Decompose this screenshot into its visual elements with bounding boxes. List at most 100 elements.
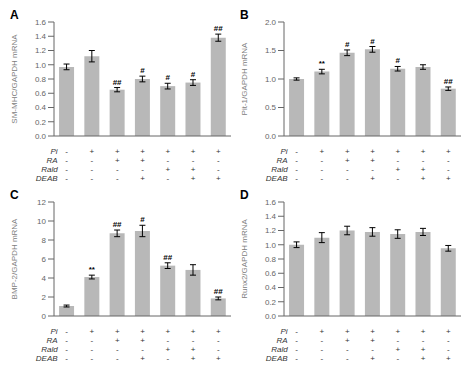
svg-text:+: + xyxy=(395,345,400,354)
svg-text:-: - xyxy=(217,336,220,345)
svg-text:0.8: 0.8 xyxy=(35,75,47,84)
svg-text:0.0: 0.0 xyxy=(265,132,277,141)
svg-text:-: - xyxy=(346,354,349,363)
svg-text:Rald: Rald xyxy=(41,165,58,174)
svg-text:2.0: 2.0 xyxy=(265,18,277,27)
svg-text:+: + xyxy=(140,174,145,183)
svg-text:+: + xyxy=(216,174,221,183)
svg-text:-: - xyxy=(422,336,425,345)
svg-text:+: + xyxy=(191,165,196,174)
svg-text:RA: RA xyxy=(277,156,288,165)
svg-text:-: - xyxy=(321,156,324,165)
svg-text:+: + xyxy=(140,156,145,165)
svg-text:-: - xyxy=(91,165,94,174)
svg-text:-: - xyxy=(91,156,94,165)
svg-text:Pi: Pi xyxy=(51,327,58,336)
svg-text:Pit-1/GAPDH mRNA: Pit-1/GAPDH mRNA xyxy=(240,42,249,116)
svg-text:+: + xyxy=(345,336,350,345)
svg-text:+: + xyxy=(115,156,120,165)
svg-text:Rald: Rald xyxy=(271,345,288,354)
svg-text:-: - xyxy=(371,345,374,354)
svg-text:+: + xyxy=(421,354,426,363)
svg-text:Rald: Rald xyxy=(41,345,58,354)
svg-text:-: - xyxy=(91,354,94,363)
svg-text:##: ## xyxy=(163,253,172,262)
svg-text:+: + xyxy=(115,336,120,345)
svg-text:-: - xyxy=(295,174,298,183)
svg-text:-: - xyxy=(346,345,349,354)
svg-text:**: ** xyxy=(89,265,96,274)
svg-text:#: # xyxy=(140,215,145,224)
svg-text:+: + xyxy=(446,147,451,156)
svg-text:+: + xyxy=(191,147,196,156)
svg-text:+: + xyxy=(216,147,221,156)
svg-text:-: - xyxy=(166,354,169,363)
svg-text:-: - xyxy=(192,156,195,165)
svg-text:-: - xyxy=(65,327,68,336)
svg-text:-: - xyxy=(396,174,399,183)
svg-text:+: + xyxy=(446,174,451,183)
svg-text:+: + xyxy=(421,345,426,354)
svg-text:-: - xyxy=(396,354,399,363)
svg-text:RA: RA xyxy=(47,336,58,345)
svg-text:0.6: 0.6 xyxy=(35,89,47,98)
svg-text:BMP-2/GAPDH mRNA: BMP-2/GAPDH mRNA xyxy=(10,218,19,300)
svg-text:1.0: 1.0 xyxy=(35,61,47,70)
svg-text:+: + xyxy=(421,327,426,336)
svg-text:SM-MHC/GAPDH mRNA: SM-MHC/GAPDH mRNA xyxy=(10,34,19,124)
svg-text:-: - xyxy=(166,156,169,165)
svg-text:-: - xyxy=(65,336,68,345)
svg-text:+: + xyxy=(370,336,375,345)
svg-text:+: + xyxy=(191,354,196,363)
svg-text:1.2: 1.2 xyxy=(265,226,277,235)
svg-text:0.2: 0.2 xyxy=(265,298,277,307)
svg-text:-: - xyxy=(295,327,298,336)
svg-text:Runx2/GAPDH mRNA: Runx2/GAPDH mRNA xyxy=(240,219,249,299)
svg-text:-: - xyxy=(321,336,324,345)
svg-text:-: - xyxy=(295,345,298,354)
svg-text:-: - xyxy=(141,345,144,354)
svg-text:#: # xyxy=(345,40,350,49)
svg-text:+: + xyxy=(370,174,375,183)
svg-text:-: - xyxy=(91,174,94,183)
svg-text:-: - xyxy=(295,147,298,156)
svg-text:+: + xyxy=(165,147,170,156)
svg-text:0.2: 0.2 xyxy=(35,118,47,127)
svg-text:8: 8 xyxy=(42,236,47,245)
svg-text:##: ## xyxy=(113,78,122,87)
svg-text:+: + xyxy=(165,345,170,354)
svg-text:-: - xyxy=(447,336,450,345)
svg-text:Rald: Rald xyxy=(271,165,288,174)
svg-text:##: ## xyxy=(214,287,223,296)
svg-text:#: # xyxy=(370,37,375,46)
svg-text:DEAB: DEAB xyxy=(266,354,288,363)
svg-text:-: - xyxy=(65,165,68,174)
svg-text:-: - xyxy=(447,165,450,174)
svg-text:0.0: 0.0 xyxy=(35,132,47,141)
svg-text:+: + xyxy=(345,156,350,165)
svg-text:+: + xyxy=(216,354,221,363)
svg-text:-: - xyxy=(321,165,324,174)
svg-text:+: + xyxy=(446,327,451,336)
svg-text:-: - xyxy=(116,354,119,363)
svg-text:#: # xyxy=(165,73,170,82)
svg-text:-: - xyxy=(346,174,349,183)
svg-text:1.4: 1.4 xyxy=(35,32,47,41)
svg-text:-: - xyxy=(65,156,68,165)
svg-text:+: + xyxy=(216,327,221,336)
svg-text:#: # xyxy=(191,70,196,79)
svg-text:-: - xyxy=(116,174,119,183)
svg-text:-: - xyxy=(141,165,144,174)
svg-text:#: # xyxy=(140,66,145,75)
svg-text:-: - xyxy=(396,336,399,345)
svg-text:Pi: Pi xyxy=(51,147,58,156)
svg-text:+: + xyxy=(446,354,451,363)
svg-text:-: - xyxy=(422,156,425,165)
svg-text:##: ## xyxy=(444,77,453,86)
svg-text:-: - xyxy=(371,165,374,174)
svg-text:+: + xyxy=(115,327,120,336)
svg-text:1.5: 1.5 xyxy=(265,46,277,55)
svg-text:DEAB: DEAB xyxy=(36,174,58,183)
svg-text:+: + xyxy=(395,147,400,156)
svg-text:1.6: 1.6 xyxy=(265,198,277,207)
